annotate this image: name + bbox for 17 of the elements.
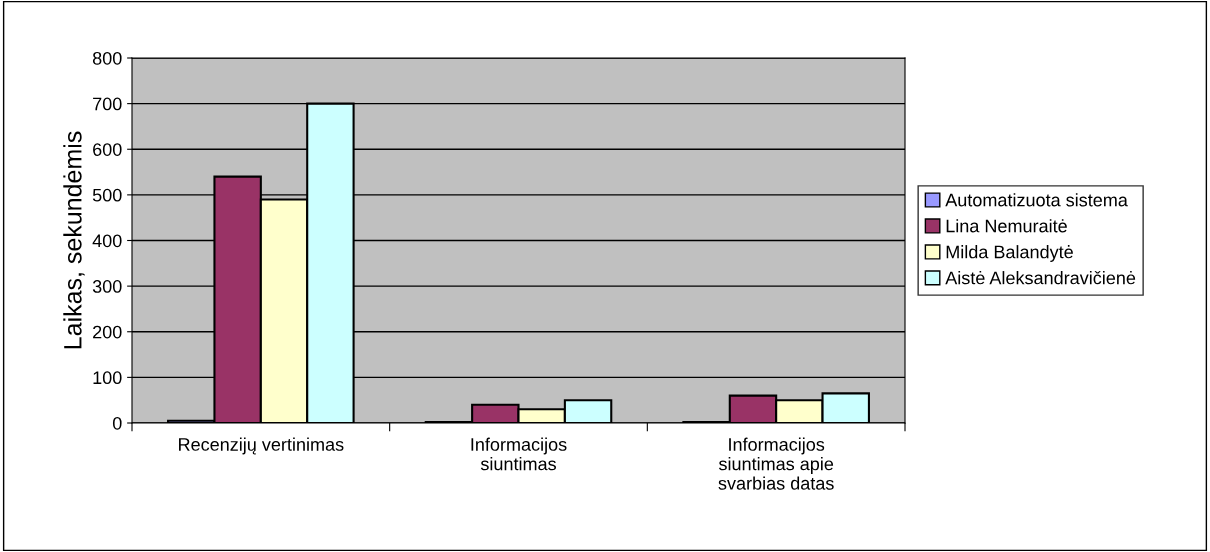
y-tick-label: 400 bbox=[92, 234, 122, 248]
y-tick-label: 600 bbox=[93, 143, 122, 156]
y-tick-label: 300 bbox=[92, 280, 122, 293]
y-axis-title: Laikas, sekundėmis bbox=[63, 131, 85, 349]
y-tick-label: 500 bbox=[92, 188, 122, 202]
legend-label: Lina Nemuraitė bbox=[946, 219, 1067, 233]
x-tick-label: Recenzijų vertinimas bbox=[179, 437, 344, 455]
y-tick-label: 800 bbox=[92, 51, 122, 65]
legend-label: Aistė Aleksandravičienė bbox=[945, 271, 1136, 285]
legend-label: Automatizuota sistema bbox=[945, 193, 1128, 207]
y-tick-label: 100 bbox=[93, 371, 122, 385]
y-tick-label: 200 bbox=[93, 325, 122, 339]
x-tick-label: Informacijos siuntimas bbox=[471, 437, 567, 471]
y-tick-label: 0 bbox=[112, 416, 122, 430]
y-tick-label: 700 bbox=[93, 97, 122, 111]
x-tick-label: Informacijos siuntimas apie svarbias datas bbox=[718, 437, 834, 490]
legend-label: Milda Balandytė bbox=[946, 245, 1073, 262]
